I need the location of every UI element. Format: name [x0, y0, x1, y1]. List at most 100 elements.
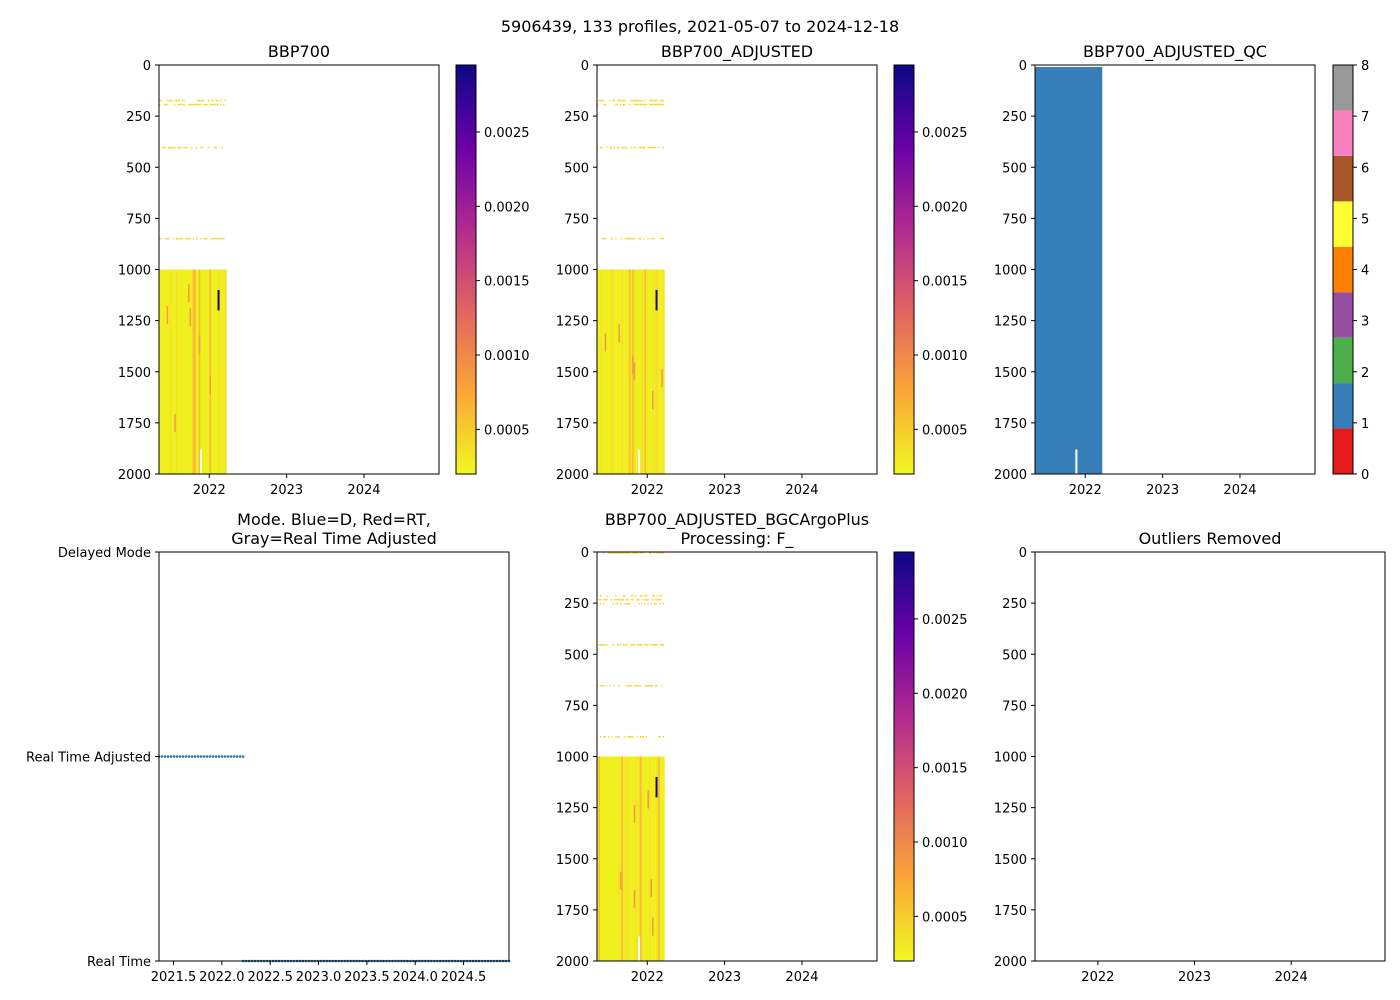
p5-data-sample	[616, 598, 619, 601]
p5-data-sample	[622, 552, 625, 554]
p2-data-sample	[659, 237, 661, 240]
p1-data-sample	[200, 146, 202, 149]
p2-data-sample	[612, 99, 614, 102]
p1-data-column	[175, 269, 178, 474]
p5-data-sample	[618, 736, 620, 738]
p4-mode-point	[196, 755, 200, 758]
p5-xtick-label: 2024	[785, 970, 818, 985]
p3-ytick-label: 1000	[994, 264, 1027, 279]
p3-ytick-label: 750	[1002, 212, 1027, 227]
p1-data-sample	[186, 237, 188, 240]
p2-ytick-label: 250	[564, 110, 589, 125]
p2-panel: BBP700_ADJUSTED 0 250 500 750 1000 1250 1500 175…	[556, 42, 968, 498]
p1-data-column	[198, 269, 201, 474]
p2-data-sample	[641, 103, 643, 106]
p2-data-sample	[632, 237, 634, 240]
p5-data-sample	[601, 684, 603, 687]
p2-data-sample	[610, 146, 612, 149]
p1-data-sample	[194, 103, 196, 106]
p5-data-sample	[601, 644, 603, 646]
p2-data-sample	[661, 99, 663, 102]
p2-data-sample	[648, 146, 651, 149]
p2-data-sample	[613, 146, 616, 149]
p1-data-column	[165, 269, 168, 474]
p5-data-sample	[639, 552, 642, 554]
p3-qc-block	[1035, 67, 1103, 474]
p2-ytick-label: 1750	[556, 417, 589, 432]
p5-data-sample	[635, 594, 637, 597]
p2-data-sample	[652, 99, 654, 102]
p5-data-sample	[661, 552, 663, 554]
p5-data-sample	[632, 644, 634, 646]
p1-data-sample	[200, 99, 202, 102]
p2-data-sample	[616, 146, 619, 149]
p2-data-column	[597, 269, 599, 474]
p5-xtick-label: 2023	[708, 970, 741, 985]
p6-ytick-label: 750	[1002, 699, 1027, 714]
p2-data-sample	[626, 237, 628, 240]
p5-data-sample	[630, 684, 632, 687]
p1-data-sample	[181, 103, 184, 106]
p5-data-column	[648, 756, 651, 961]
p4-mode-point	[220, 755, 224, 758]
p5-data-sample	[619, 598, 622, 601]
p1-data-sample	[220, 99, 222, 102]
p1-data-sample	[159, 237, 161, 240]
p3-colorbar-tick-label: 6	[1361, 161, 1369, 176]
p2-data-sample	[633, 99, 635, 102]
p1-data-sample	[183, 146, 185, 149]
p1-data-sample	[178, 146, 181, 149]
p1-data-sample	[165, 237, 167, 240]
p6-ytick-label: 1500	[994, 853, 1027, 868]
p5-data-sample	[629, 736, 631, 738]
p2-ytick-label: 1250	[556, 315, 589, 330]
p2-title: BBP700_ADJUSTED	[661, 42, 813, 62]
p5-data-sample	[626, 644, 628, 646]
p5-data-sample	[630, 736, 632, 738]
p2-data-column	[606, 269, 609, 474]
p3-panel: BBP700_ADJUSTED_QC0250500750100012501500…	[994, 42, 1369, 498]
p2-data-sample	[630, 237, 632, 240]
p5-data-sample	[642, 736, 645, 738]
p5-data-column	[641, 756, 644, 961]
p5-data-sample	[653, 644, 655, 646]
p1-data-sample	[184, 146, 187, 149]
p2-data-sample	[638, 103, 640, 106]
p6-ytick-label: 250	[1002, 597, 1027, 612]
p4-plot-area	[157, 755, 511, 963]
p2-data-column	[610, 269, 613, 474]
p1-data-sample	[210, 103, 213, 106]
p2-data-sample	[636, 99, 638, 102]
p4-xtick-label: 2024.0	[392, 970, 438, 985]
p2-data-column	[656, 269, 659, 474]
p1-data-column	[192, 269, 195, 474]
p3-ytick-label: 0	[1019, 59, 1027, 74]
p5-data-sample	[648, 684, 651, 687]
p2-data-sample	[632, 99, 634, 102]
p4-xtick-label: 2024.5	[441, 970, 487, 985]
p3-colorbar-tick-label: 7	[1361, 110, 1369, 125]
p2-data-sample	[633, 146, 635, 149]
p5-ytick-label: 1000	[556, 751, 589, 766]
p5-data-streak	[650, 879, 653, 898]
p5-data-sample	[615, 602, 617, 605]
p5-data-column	[601, 756, 604, 961]
p2-data-streak	[618, 324, 620, 343]
p5-title: Processing: F_	[680, 529, 794, 549]
p2-colorbar-tick-label: 0.0015	[922, 275, 968, 290]
p1-xtick-label: 2022	[193, 483, 226, 498]
p5-ytick-label: 1750	[556, 904, 589, 919]
p1-data-column	[220, 269, 223, 474]
p4-mode-point	[241, 755, 245, 758]
p2-colorbar-tick-label: 0.0005	[922, 423, 968, 438]
p2-data-sample	[597, 103, 599, 106]
p6-ytick-label: 1250	[994, 802, 1027, 817]
p1-colorbar-frame	[455, 64, 477, 475]
p1-data-column	[178, 269, 181, 474]
p2-data-sample	[603, 103, 605, 106]
p5-data-sample	[641, 552, 643, 554]
p3-colorbar-segment	[1333, 246, 1353, 293]
p2-data-sample	[615, 103, 617, 106]
p4-mode-point	[166, 755, 170, 758]
p5-data-sample	[629, 552, 631, 554]
